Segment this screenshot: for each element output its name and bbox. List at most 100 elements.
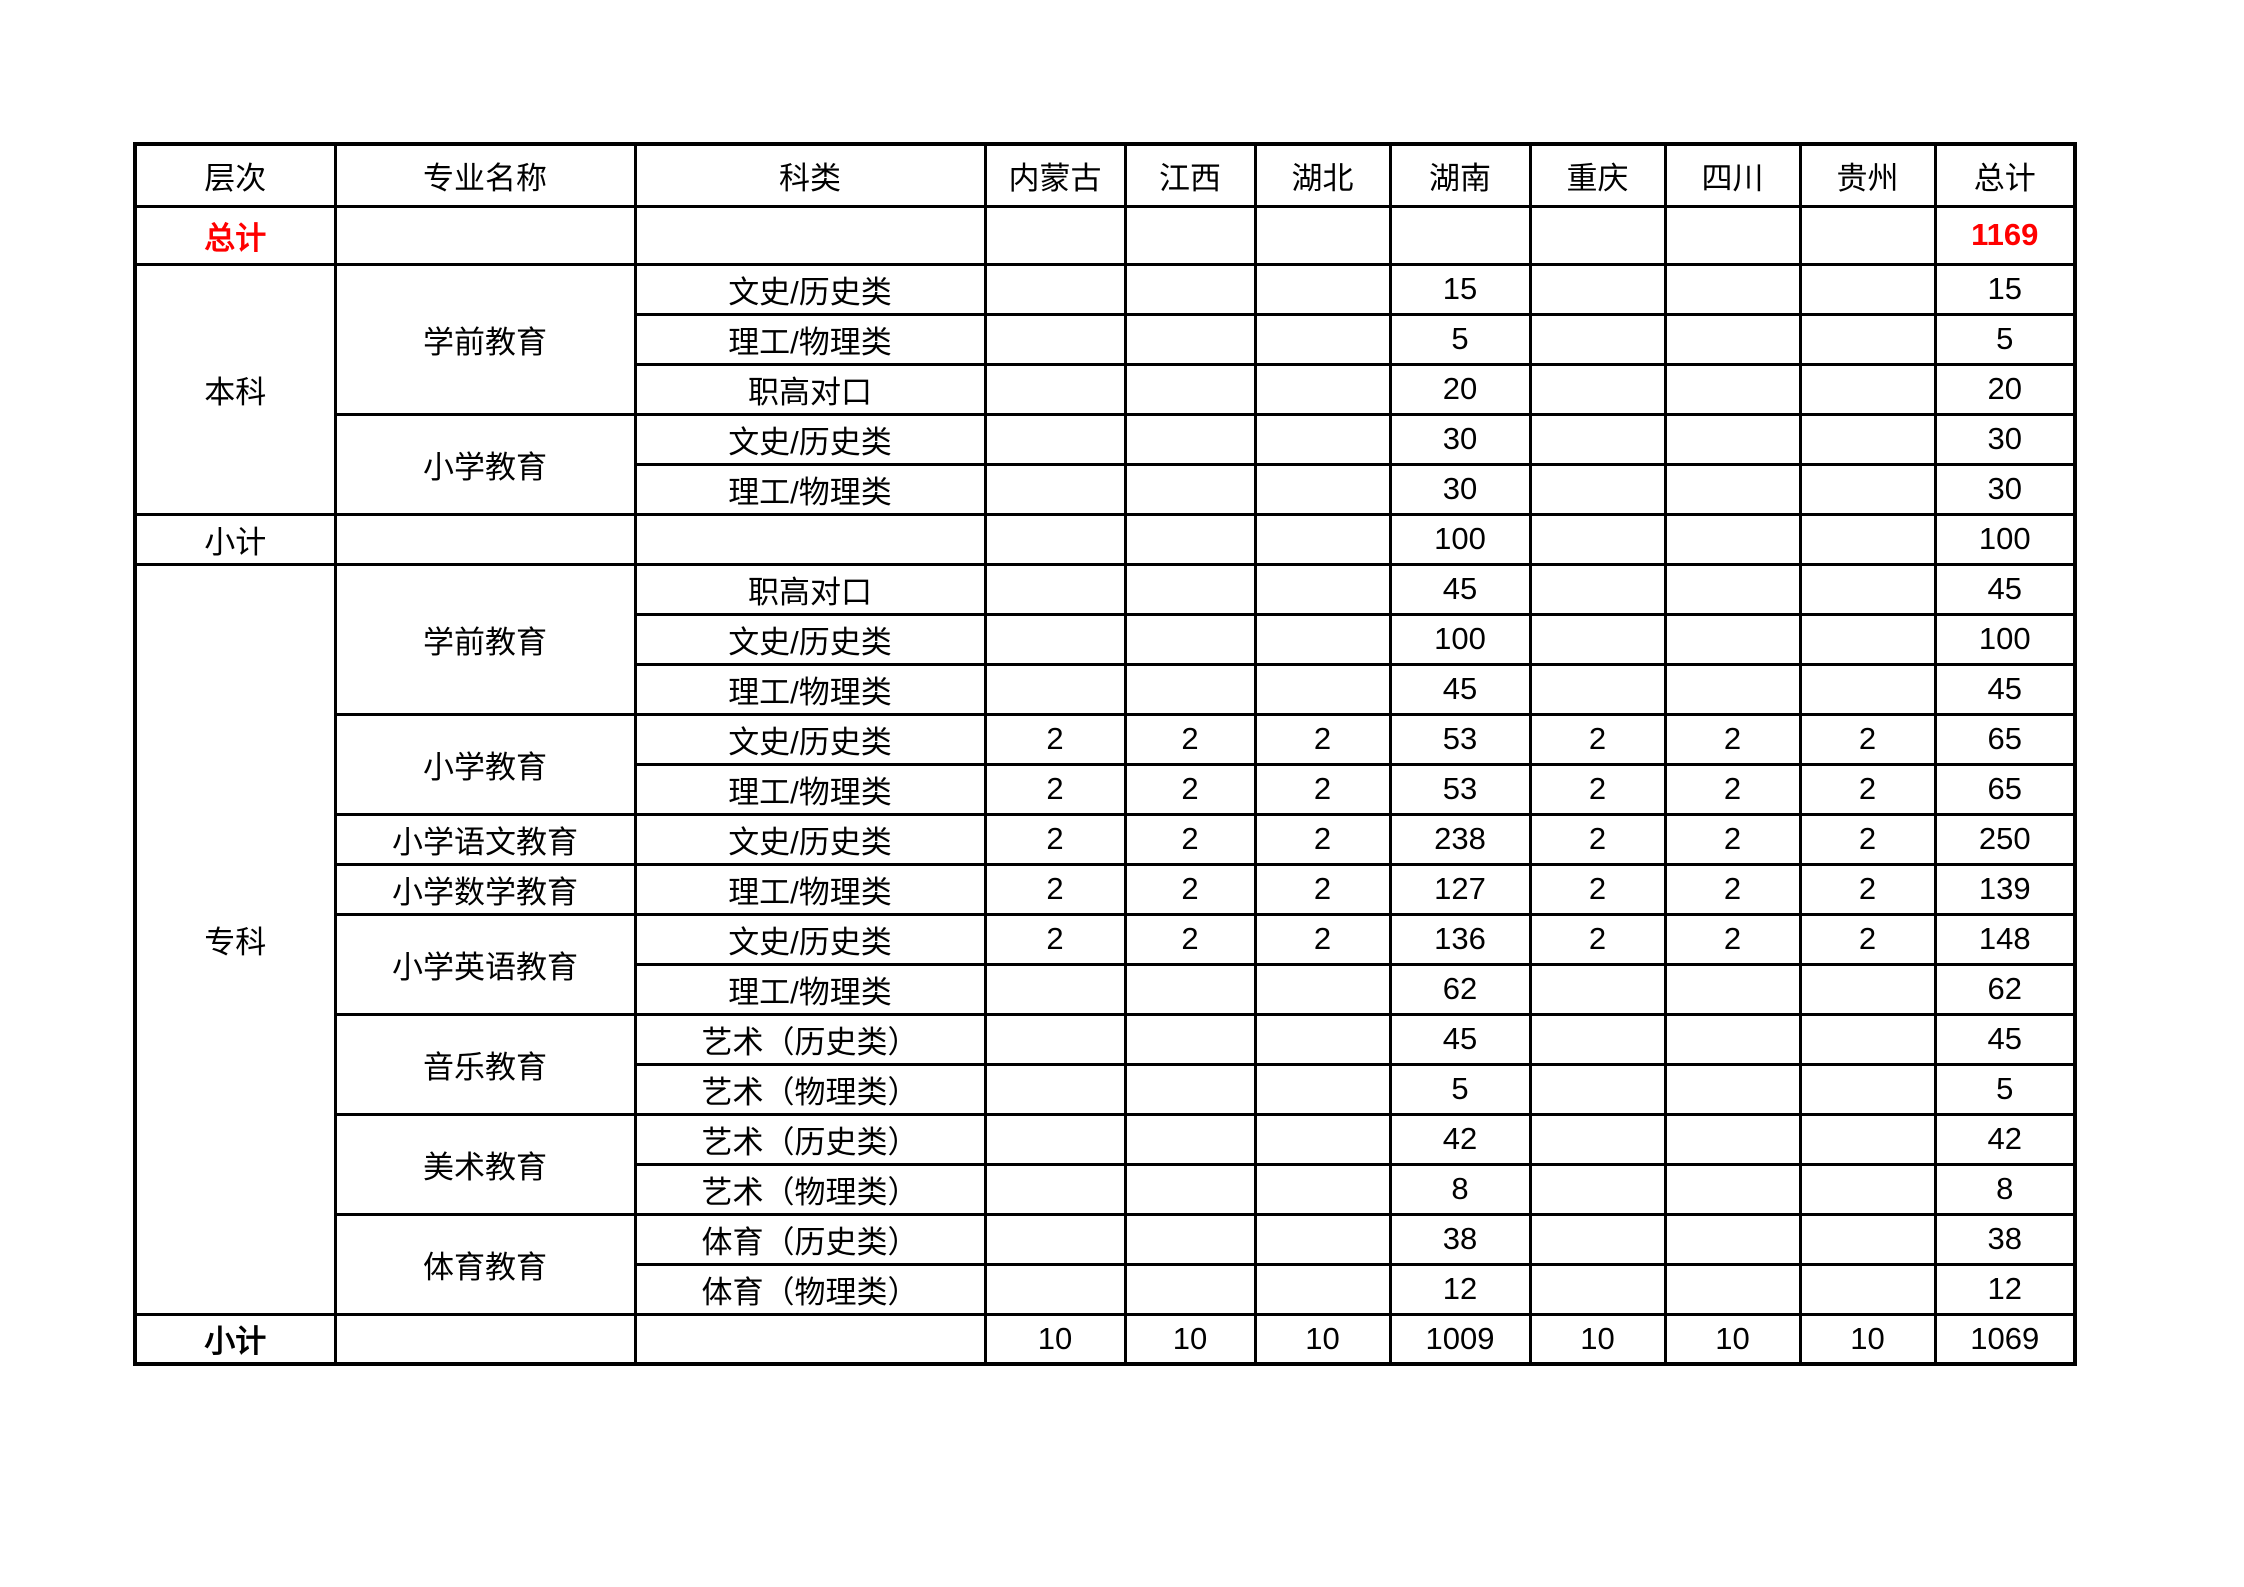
table-cell: 文史/历史类 — [633, 612, 987, 666]
table-cell: 45 — [1388, 1012, 1532, 1066]
table-row: 艺术（物理类） 5 5 — [135, 1062, 2077, 1116]
table-cell: 2 — [1528, 712, 1667, 766]
table-cell: 10 — [1123, 1312, 1257, 1366]
table-cell — [1253, 1162, 1392, 1216]
table-cell — [1663, 1212, 1802, 1266]
table-cell: 2 — [983, 812, 1127, 866]
table-cell — [633, 1312, 987, 1366]
table-cell: 文史/历史类 — [633, 412, 987, 466]
table-cell: 理工/物理类 — [633, 862, 987, 916]
table-cell — [1798, 612, 1937, 666]
table-cell: 2 — [1528, 812, 1667, 866]
table-cell — [983, 204, 1127, 266]
table-row: 总计 1169 — [133, 204, 2077, 266]
table-cell — [1123, 562, 1257, 616]
table-cell: 本科 — [133, 262, 337, 516]
table-cell — [983, 1212, 1127, 1266]
table-cell — [1528, 662, 1667, 716]
table-cell — [983, 1062, 1127, 1116]
table-cell — [1528, 962, 1667, 1016]
table-cell: 30 — [1388, 462, 1532, 516]
table-cell — [1123, 512, 1257, 566]
table-cell: 136 — [1388, 912, 1532, 966]
table-cell: 10 — [1798, 1312, 1937, 1366]
table-cell — [1798, 412, 1937, 466]
table-row: 理工/物理类 5 5 — [135, 312, 2077, 366]
column-header: 湖北 — [1253, 142, 1392, 208]
table-cell — [333, 1312, 637, 1366]
table-cell: 小学语文教育 — [333, 812, 637, 866]
table-cell: 42 — [1933, 1112, 2077, 1166]
table-cell: 100 — [1388, 612, 1532, 666]
table-cell — [1663, 312, 1802, 366]
table-row: 理工/物理类 2 2 2 53 2 2 2 65 — [135, 762, 2077, 816]
table-cell: 100 — [1933, 512, 2077, 566]
table-cell: 小学教育 — [333, 412, 637, 516]
table-cell — [1663, 462, 1802, 516]
table-row: 本科 学前教育 文史/历史类 15 15 — [133, 262, 2077, 516]
table-cell — [1528, 312, 1667, 366]
table-cell: 美术教育 — [333, 1112, 637, 1216]
table-cell — [1253, 262, 1392, 316]
table-cell — [1798, 262, 1937, 316]
table-cell: 45 — [1388, 562, 1532, 616]
table-cell: 100 — [1388, 512, 1532, 566]
table-row: 小学英语教育 文史/历史类 2 2 2 136 2 2 2 148 — [135, 912, 2077, 1016]
table-cell — [1253, 462, 1392, 516]
table-cell: 小计 — [133, 512, 337, 566]
table-cell — [1798, 662, 1937, 716]
table-cell — [1253, 312, 1392, 366]
table-cell — [1123, 204, 1257, 266]
table-row: 小学数学教育 理工/物理类 2 2 2 127 2 2 2 139 — [135, 862, 2077, 916]
table-cell — [1663, 1262, 1802, 1316]
table-cell: 2 — [1123, 762, 1257, 816]
table-cell — [1123, 312, 1257, 366]
table-row: 理工/物理类 62 62 — [135, 962, 2077, 1016]
table-cell — [1663, 412, 1802, 466]
table-cell: 45 — [1933, 662, 2077, 716]
table-cell: 2 — [1528, 762, 1667, 816]
table-cell: 理工/物理类 — [633, 762, 987, 816]
table-cell: 2 — [1663, 812, 1802, 866]
table-row: 体育教育 体育（历史类） 38 38 — [135, 1212, 2077, 1316]
table-cell — [1253, 1112, 1392, 1166]
table-cell: 2 — [1253, 912, 1392, 966]
table-cell — [1798, 1212, 1937, 1266]
table-cell: 2 — [1528, 912, 1667, 966]
column-header: 内蒙古 — [983, 142, 1127, 208]
table-cell — [1123, 262, 1257, 316]
table-cell — [1663, 1012, 1802, 1066]
table-cell: 总计 — [133, 204, 337, 266]
table-cell: 127 — [1388, 862, 1532, 916]
table-cell — [1123, 1262, 1257, 1316]
table-cell: 1169 — [1933, 204, 2077, 266]
table-cell: 53 — [1388, 712, 1532, 766]
table-cell: 理工/物理类 — [633, 312, 987, 366]
table-row: 文史/历史类 100 100 — [135, 612, 2077, 666]
table-cell: 2 — [1798, 762, 1937, 816]
table-cell — [1253, 1212, 1392, 1266]
table-cell: 2 — [1253, 812, 1392, 866]
table-row: 小计 100 100 — [133, 512, 2077, 566]
table-cell — [1253, 612, 1392, 666]
table-cell: 10 — [1663, 1312, 1802, 1366]
table-cell: 2 — [1123, 812, 1257, 866]
table-cell: 5 — [1933, 312, 2077, 366]
table-cell — [1253, 412, 1392, 466]
table-cell: 15 — [1388, 262, 1532, 316]
table-cell: 文史/历史类 — [633, 912, 987, 966]
table-cell: 12 — [1933, 1262, 2077, 1316]
table-row: 小学教育 文史/历史类 30 30 — [135, 412, 2077, 516]
table-cell: 1069 — [1933, 1312, 2077, 1366]
table-cell: 艺术（物理类） — [633, 1062, 987, 1116]
table-cell: 小学数学教育 — [333, 862, 637, 916]
table-cell: 2 — [1253, 712, 1392, 766]
table-cell: 148 — [1933, 912, 2077, 966]
table-cell: 2 — [1798, 912, 1937, 966]
table-cell: 2 — [1528, 862, 1667, 916]
table-cell: 音乐教育 — [333, 1012, 637, 1116]
table-cell — [1663, 562, 1802, 616]
table-cell: 8 — [1388, 1162, 1532, 1216]
table-cell — [333, 512, 637, 566]
